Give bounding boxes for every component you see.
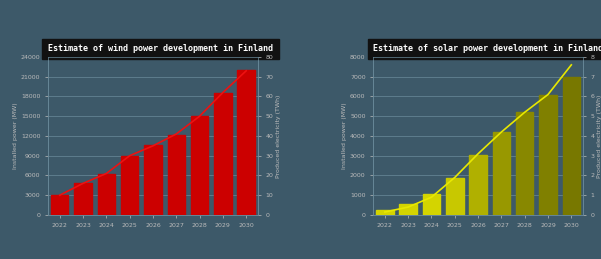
Bar [97,174,115,215]
Bar [469,155,487,215]
Bar [539,95,557,215]
Bar [400,204,417,215]
Bar [493,132,510,215]
Bar [144,145,162,215]
Bar [376,210,394,215]
Y-axis label: Installed power (MW): Installed power (MW) [342,103,347,169]
Bar [51,195,69,215]
Bar [446,178,463,215]
Bar [237,70,255,215]
Text: Estimate of wind power development in Finland: Estimate of wind power development in Fi… [48,45,273,53]
Bar [121,156,138,215]
Y-axis label: Produced electricity (TWh): Produced electricity (TWh) [276,94,281,178]
Bar [563,77,580,215]
Bar [516,112,534,215]
Text: Estimate of solar power development in Finland: Estimate of solar power development in F… [373,45,601,53]
Bar [75,183,92,215]
Bar [191,116,209,215]
Bar [423,194,440,215]
Bar [168,135,185,215]
Y-axis label: Installed power (MW): Installed power (MW) [13,103,18,169]
Bar [214,93,231,215]
Y-axis label: Produced electricity (TWh): Produced electricity (TWh) [597,94,601,178]
